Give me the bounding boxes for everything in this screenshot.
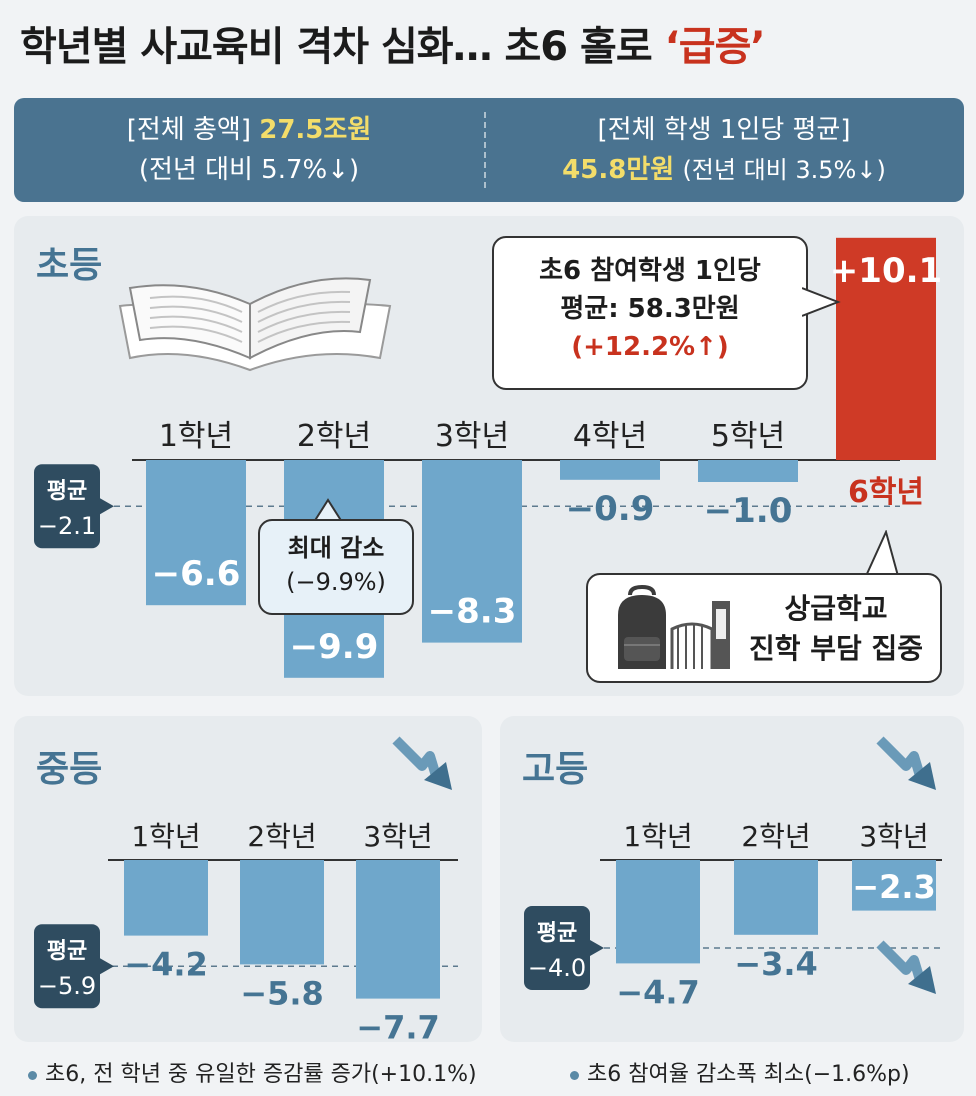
grade6-callout-pointer	[802, 287, 841, 317]
value-label: −4.7	[616, 973, 700, 1011]
summary-total: [전체 총액] 27.5조원 (전년 대비 5.7%↓)	[14, 110, 484, 190]
category-label: 4학년	[573, 419, 647, 454]
average-badge-label: 평균	[47, 479, 87, 504]
school-callout-line1: 상급학교	[784, 592, 888, 625]
value-label: −9.9	[290, 627, 379, 667]
footnote-2-text: 초6 참여율 감소폭 최소(−1.6%p)	[587, 1062, 910, 1087]
bar-2학년	[240, 860, 324, 965]
grade6-callout-line1: 초6 참여학생 1인당	[539, 256, 761, 286]
down-trend-arrow-icon	[876, 940, 936, 994]
grade6-callout: 초6 참여학생 1인당 평균: 58.3만원 (+12.2%↑)	[492, 236, 808, 390]
average-badge-value: −5.9	[38, 972, 96, 1000]
footnote-2: 초6 참여율 감소폭 최소(−1.6%p)	[570, 1056, 910, 1088]
average-badge-label: 평균	[47, 939, 87, 964]
summary-total-value: 27.5조원	[259, 115, 372, 145]
summary-average-value: 45.8만원	[562, 155, 675, 185]
average-badge-pointer	[590, 940, 604, 956]
max-drop-callout-pointer	[313, 498, 343, 523]
category-label: 2학년	[741, 820, 810, 853]
backpack-icon	[618, 585, 666, 669]
average-badge-pointer	[100, 958, 114, 975]
summary-average-label: [전체 학생 1인당 평균]	[597, 115, 851, 145]
category-label: 3학년	[859, 820, 928, 853]
page-title: 학년별 사교육비 격차 심화… 초6 홀로 ‘급증’	[20, 14, 766, 72]
average-badge-value: −2.1	[38, 512, 96, 540]
footnote-1: 초6, 전 학년 중 유일한 증감률 증가(+10.1%)	[28, 1056, 477, 1088]
school-callout-text: 상급학교 진학 부담 집중	[738, 589, 934, 669]
bar-2학년	[734, 860, 818, 935]
bar-6학년	[836, 237, 936, 460]
bar-3학년	[852, 860, 936, 911]
category-label: 5학년	[711, 419, 785, 454]
footnote-1-text: 초6, 전 학년 중 유일한 증감률 증가(+10.1%)	[45, 1062, 477, 1087]
average-badge-value: −4.0	[528, 954, 586, 982]
down-trend-arrow-icon	[392, 736, 452, 790]
value-label: −3.4	[734, 945, 818, 983]
elementary-section-title: 초등	[36, 245, 103, 286]
bar-3학년	[356, 860, 440, 999]
max-drop-callout-line1: 최대 감소	[287, 534, 385, 562]
category-label: 2학년	[247, 820, 316, 853]
grade6-callout-line2: 평균: 58.3만원	[560, 294, 740, 324]
middle-section-title: 중등	[36, 749, 103, 790]
bullet-dot-icon	[570, 1070, 579, 1080]
average-badge-label: 평균	[537, 921, 577, 946]
school-callout: 상급학교 진학 부담 집중	[586, 573, 942, 683]
max-drop-callout: 최대 감소 (−9.9%)	[258, 519, 414, 615]
average-badge-pointer	[100, 498, 114, 515]
value-label: −0.9	[566, 489, 655, 529]
category-label: 1학년	[131, 820, 200, 853]
value-label: −1.0	[704, 491, 793, 531]
category-label: 2학년	[297, 419, 371, 454]
summary-divider	[484, 112, 486, 188]
category-label: 3학년	[435, 419, 509, 454]
average-badge	[34, 924, 100, 1009]
open-book-icon	[118, 277, 392, 372]
grade6-callout-change: (+12.2%↑)	[571, 332, 729, 362]
value-label: −8.3	[428, 592, 517, 632]
middle-chart: 평균 −5.9 1학년 −4.2 2학년 −5.8 3학년 −7.7	[34, 820, 458, 1047]
category-label: 1학년	[159, 419, 233, 454]
bar-1학년	[616, 860, 700, 964]
average-badge	[34, 464, 100, 549]
title-highlight: ‘급증’	[664, 24, 766, 70]
bullet-dot-icon	[28, 1070, 37, 1080]
bar-4학년	[560, 460, 660, 480]
value-label: −4.2	[124, 946, 208, 984]
category-label: 1학년	[623, 820, 692, 853]
category-label: 6학년	[848, 475, 924, 510]
category-label: 3학년	[363, 820, 432, 853]
elementary-chart: 평균 −2.1 1학년 −6.6 2학년 −9.9 3학년 −8.3 4학년 −0.9 5학년 −1.…	[34, 237, 942, 678]
high-chart: 평균 −4.0 1학년 −4.7 2학년 −3.4 3학년 −2.3	[524, 820, 942, 1011]
summary-total-change: (전년 대비 5.7%↓)	[138, 155, 360, 185]
summary-average: [전체 학생 1인당 평균] 45.8만원 (전년 대비 3.5%↓)	[484, 110, 964, 190]
value-label: −7.7	[356, 1009, 440, 1047]
value-label: −6.6	[152, 554, 241, 594]
school-gate-icon	[670, 601, 730, 669]
title-main: 학년별 사교육비 격차 심화… 초6 홀로	[20, 24, 653, 70]
school-callout-pointer	[865, 530, 899, 577]
value-label: −2.3	[852, 868, 936, 906]
school-callout-line2: 진학 부담 집중	[748, 632, 924, 665]
value-label: −5.8	[240, 974, 324, 1012]
bar-1학년	[124, 860, 208, 936]
bar-1학년	[146, 460, 246, 606]
summary-banner: [전체 총액] 27.5조원 (전년 대비 5.7%↓) [전체 학생 1인당 …	[14, 98, 964, 202]
value-label: +10.1	[830, 251, 942, 291]
summary-total-label: [전체 총액]	[126, 115, 251, 145]
down-trend-arrow-icon	[876, 736, 936, 790]
max-drop-callout-line2: (−9.9%)	[286, 568, 386, 596]
summary-average-change: (전년 대비 3.5%↓)	[682, 156, 886, 184]
bar-3학년	[422, 460, 522, 643]
average-badge	[524, 906, 590, 990]
high-section-title: 고등	[522, 749, 589, 790]
bar-5학년	[698, 460, 798, 482]
